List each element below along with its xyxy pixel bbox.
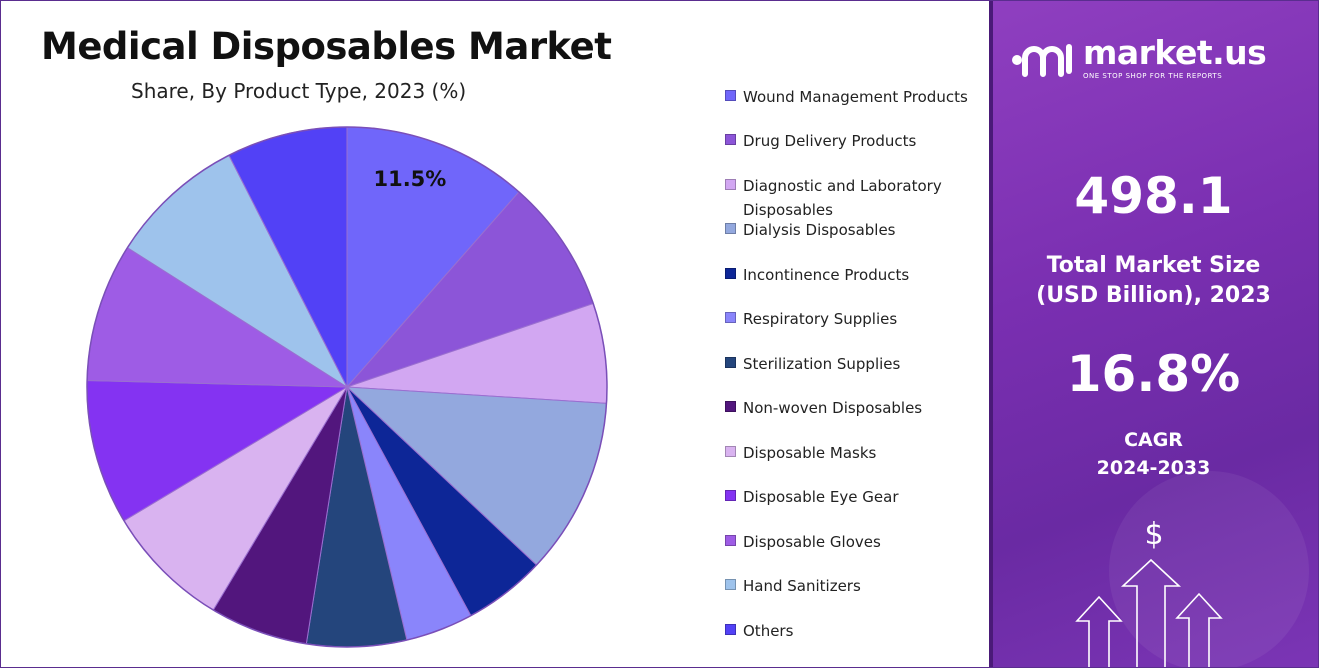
pie-chart: 11.5%	[86, 126, 608, 648]
legend-item: Drug Delivery Products	[725, 129, 985, 153]
pie-outline	[86, 126, 608, 648]
legend-label: Non-woven Disposables	[743, 399, 923, 417]
legend-label: Respiratory Supplies	[743, 310, 898, 328]
legend-swatch	[725, 401, 736, 412]
legend-label: Disposable Masks	[743, 444, 877, 462]
up-arrows-icon	[1075, 558, 1223, 667]
legend-item: Incontinence Products	[725, 263, 985, 287]
legend-swatch	[725, 624, 736, 635]
legend-swatch	[725, 90, 736, 101]
legend-label: Diagnostic and Laboratory Disposables	[743, 177, 942, 219]
legend-swatch	[725, 134, 736, 145]
legend-item: Respiratory Supplies	[725, 307, 985, 331]
brand-tagline: ONE STOP SHOP FOR THE REPORTS	[1083, 72, 1223, 80]
legend-swatch	[725, 223, 736, 234]
chart-title: Medical Disposables Market	[41, 25, 612, 68]
market-size-label-line2: (USD Billion), 2023	[1036, 283, 1271, 308]
legend-label: Others	[743, 622, 794, 640]
legend-item: Non-woven Disposables	[725, 396, 985, 420]
dollar-icon: $	[1144, 517, 1163, 552]
market-us-logo-icon	[1012, 43, 1072, 77]
cagr-label-line2: 2024-2033	[1096, 457, 1211, 479]
cagr-value: 16.8%	[1066, 345, 1241, 403]
legend-item: Wound Management Products	[725, 85, 985, 109]
legend-label: Disposable Gloves	[743, 533, 881, 551]
legend-label: Disposable Eye Gear	[743, 488, 899, 506]
legend-swatch	[725, 535, 736, 546]
legend-swatch	[725, 490, 736, 501]
legend-swatch	[725, 268, 736, 279]
legend-item: Hand Sanitizers	[725, 574, 985, 598]
legend-label: Dialysis Disposables	[743, 221, 896, 239]
chart-legend: Wound Management Products Drug Delivery P…	[725, 1, 985, 667]
market-size-value: 498.1	[1074, 167, 1233, 225]
legend-swatch	[725, 579, 736, 590]
legend-item: Diagnostic and Laboratory Disposables	[725, 174, 985, 222]
legend-swatch	[725, 179, 736, 190]
legend-swatch	[725, 446, 736, 457]
legend-item: Others	[725, 619, 985, 643]
brand: market.us ONE STOP SHOP FOR THE REPORTS	[1011, 33, 1267, 80]
legend-label: Wound Management Products	[743, 88, 968, 106]
slice-value-label: 11.5%	[373, 167, 446, 191]
legend-label: Drug Delivery Products	[743, 132, 917, 150]
legend-label: Incontinence Products	[743, 266, 910, 284]
legend-item: Sterilization Supplies	[725, 352, 985, 376]
legend-swatch	[725, 357, 736, 368]
legend-item: Dialysis Disposables	[725, 218, 985, 242]
legend-item: Disposable Gloves	[725, 530, 985, 554]
chart-subtitle: Share, By Product Type, 2023 (%)	[131, 79, 467, 103]
stats-panel: market.us ONE STOP SHOP FOR THE REPORTS …	[989, 1, 1318, 667]
brand-name: market.us	[1083, 33, 1267, 72]
legend-label: Hand Sanitizers	[743, 577, 861, 595]
chart-panel: Medical Disposables Market Share, By Pro…	[1, 1, 989, 667]
legend-item: Disposable Eye Gear	[725, 485, 985, 509]
growth-illustration: $	[1075, 517, 1223, 667]
legend-item: Disposable Masks	[725, 441, 985, 465]
legend-label: Sterilization Supplies	[743, 355, 901, 373]
market-size-label-line1: Total Market Size	[1046, 253, 1261, 278]
legend-swatch	[725, 312, 736, 323]
cagr-label-line1: CAGR	[1124, 429, 1183, 451]
